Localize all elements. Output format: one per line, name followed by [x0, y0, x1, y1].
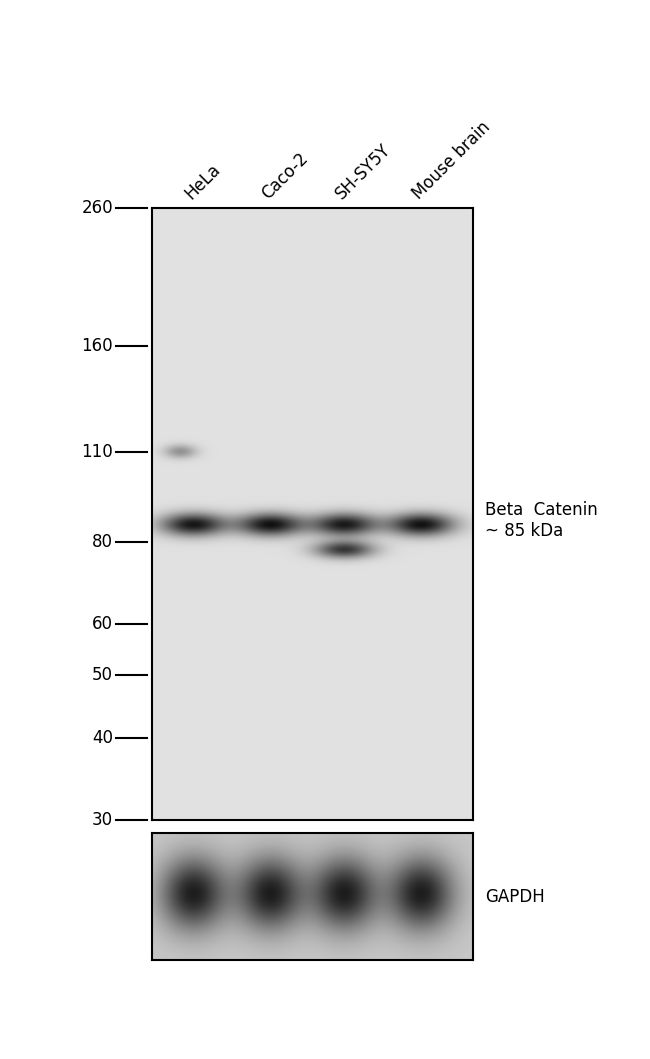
- Text: Mouse brain: Mouse brain: [409, 118, 494, 202]
- Text: 110: 110: [81, 443, 113, 461]
- Text: 260: 260: [81, 199, 113, 217]
- Text: SH-SY5Y: SH-SY5Y: [332, 141, 394, 202]
- Text: HeLa: HeLa: [181, 160, 224, 202]
- Text: 50: 50: [92, 666, 113, 684]
- Text: Caco-2: Caco-2: [258, 149, 311, 202]
- Text: 40: 40: [92, 730, 113, 748]
- Text: Beta  Catenin: Beta Catenin: [485, 501, 597, 519]
- Text: 80: 80: [92, 533, 113, 551]
- Text: GAPDH: GAPDH: [485, 887, 545, 905]
- Text: 30: 30: [92, 811, 113, 829]
- Text: ~ 85 kDa: ~ 85 kDa: [485, 522, 563, 540]
- Text: 60: 60: [92, 614, 113, 632]
- Text: 160: 160: [81, 337, 113, 355]
